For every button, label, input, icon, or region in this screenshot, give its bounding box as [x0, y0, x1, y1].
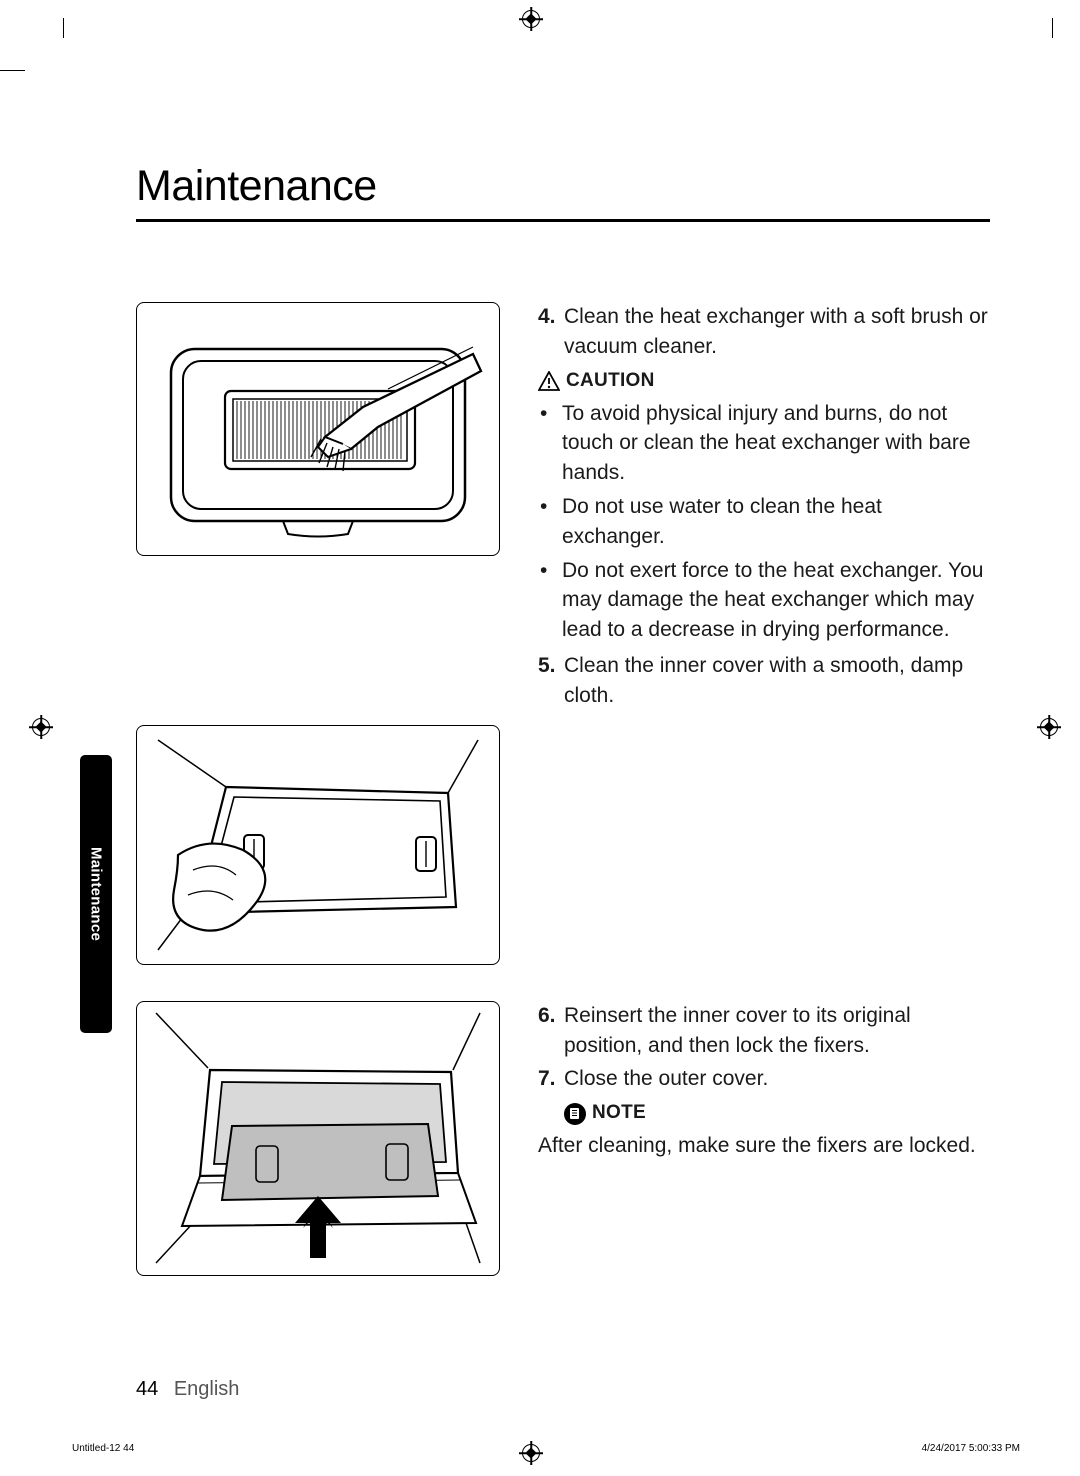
step-4: 4. Clean the heat exchanger with a soft … — [538, 302, 990, 362]
note-callout: NOTE — [564, 1100, 990, 1127]
step-5: 5. Clean the inner cover with a smooth, … — [538, 651, 990, 711]
figure-heat-exchanger-brush — [136, 302, 500, 556]
caution-list: •To avoid physical injury and burns, do … — [538, 399, 990, 646]
page-footer: 44 English — [136, 1378, 239, 1401]
registration-mark-icon — [1040, 718, 1058, 736]
step-number: 6. — [538, 1001, 564, 1061]
section-tab-label: Maintenance — [88, 847, 105, 941]
page-title: Maintenance — [136, 162, 1020, 219]
page-number: 44 — [136, 1378, 158, 1400]
step-text: Clean the inner cover with a smooth, dam… — [564, 651, 990, 711]
step-text: Reinsert the inner cover to its original… — [564, 1001, 990, 1061]
content-area: 4. Clean the heat exchanger with a soft … — [136, 302, 990, 1276]
step-text: Clean the heat exchanger with a soft bru… — [564, 302, 990, 362]
step-number: 7. — [538, 1064, 564, 1094]
list-item: •Do not exert force to the heat exchange… — [538, 556, 990, 645]
caution-label: CAUTION — [566, 368, 655, 395]
print-date: 4/24/2017 5:00:33 PM — [922, 1443, 1020, 1454]
step-number: 4. — [538, 302, 564, 362]
caution-callout: CAUTION — [538, 368, 990, 395]
step-7: 7. Close the outer cover. — [538, 1064, 990, 1094]
step-6: 6. Reinsert the inner cover to its origi… — [538, 1001, 990, 1061]
section-tab: Maintenance — [80, 755, 112, 1033]
registration-mark-icon — [522, 10, 540, 28]
list-item: •To avoid physical injury and burns, do … — [538, 399, 990, 488]
title-divider — [136, 219, 990, 222]
step-text: Close the outer cover. — [564, 1064, 768, 1094]
page-language: English — [174, 1378, 240, 1400]
caution-icon — [538, 371, 560, 391]
figure-reinsert-cover — [136, 1001, 500, 1276]
print-metadata: Untitled-12 44 4/24/2017 5:00:33 PM — [72, 1443, 1020, 1454]
note-label: NOTE — [592, 1100, 646, 1127]
step-number: 5. — [538, 651, 564, 711]
note-icon — [564, 1103, 586, 1125]
print-file: Untitled-12 44 — [72, 1443, 134, 1454]
figure-inner-cover-cloth — [136, 725, 500, 965]
list-item: •Do not use water to clean the heat exch… — [538, 492, 990, 552]
note-text: After cleaning, make sure the fixers are… — [538, 1131, 990, 1161]
registration-mark-icon — [32, 718, 50, 736]
